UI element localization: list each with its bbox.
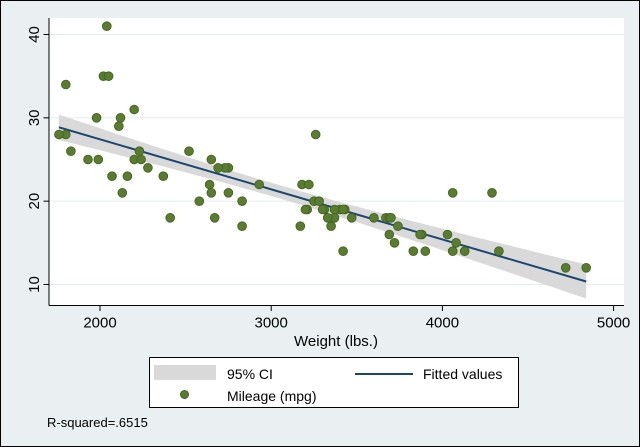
scatter-point bbox=[386, 213, 396, 223]
scatter-point bbox=[61, 79, 71, 90]
scatter-point bbox=[134, 146, 145, 157]
x-tick-label-5000: 5000 bbox=[597, 315, 630, 332]
scatter-point bbox=[494, 246, 504, 257]
scatter-point bbox=[206, 188, 217, 198]
scatter-point bbox=[129, 104, 140, 115]
scatter-point bbox=[487, 188, 497, 198]
scatter-point bbox=[447, 188, 458, 198]
legend-ci-label: 95% CI bbox=[227, 366, 273, 382]
legend-scatter-marker bbox=[180, 390, 189, 399]
scatter-point bbox=[136, 154, 146, 165]
scatter-point bbox=[317, 204, 328, 215]
scatter-point bbox=[326, 221, 336, 232]
scatter-point bbox=[254, 179, 265, 190]
scatter-point bbox=[209, 213, 220, 223]
scatter-point bbox=[143, 163, 153, 173]
legend: 95% CI Fitted values Mileage (mpg) bbox=[149, 357, 519, 408]
legend-fitted-label: Fitted values bbox=[423, 366, 503, 382]
scatter-point bbox=[310, 129, 321, 140]
scatter-point bbox=[295, 221, 306, 232]
y-tick-label-20: 20 bbox=[26, 193, 43, 210]
scatter-point bbox=[184, 146, 194, 157]
scatter-point bbox=[408, 246, 419, 257]
scatter-point bbox=[459, 246, 470, 257]
scatter-point bbox=[300, 204, 311, 215]
scatter-point bbox=[451, 238, 461, 248]
scatter-point bbox=[91, 113, 102, 123]
scatter-point bbox=[393, 221, 403, 232]
scatter-point bbox=[165, 213, 176, 223]
scatter-point bbox=[304, 179, 314, 190]
y-tick-label-30: 30 bbox=[26, 109, 43, 126]
scatter-point bbox=[346, 213, 357, 223]
scatter-point bbox=[93, 154, 104, 165]
scatter-point bbox=[102, 21, 112, 32]
scatter-point bbox=[329, 204, 340, 215]
scatter-point bbox=[223, 188, 234, 198]
scatter-point bbox=[369, 213, 379, 223]
scatter-point bbox=[322, 213, 333, 223]
r-squared-note: R-squared=.6515 bbox=[47, 415, 148, 430]
scatter-point bbox=[237, 196, 247, 207]
scatter-point bbox=[314, 196, 324, 207]
scatter-point bbox=[115, 113, 126, 123]
legend-scatter-label: Mileage (mpg) bbox=[227, 388, 317, 404]
scatter-point bbox=[560, 262, 571, 273]
x-axis-title: Weight (lbs.) bbox=[294, 333, 378, 350]
x-tick-label-3000: 3000 bbox=[255, 315, 288, 332]
scatter-point bbox=[415, 229, 425, 240]
scatter-point bbox=[107, 171, 117, 182]
scatter-point bbox=[384, 229, 395, 240]
scatter-point bbox=[447, 246, 458, 257]
scatter-point bbox=[442, 229, 453, 240]
y-tick-label-40: 40 bbox=[26, 26, 43, 43]
scatter-point bbox=[54, 129, 64, 140]
scatter-point bbox=[117, 188, 128, 198]
scatter-point bbox=[420, 246, 431, 257]
scatter-point bbox=[114, 121, 124, 131]
scatter-point bbox=[194, 196, 205, 207]
legend-fitted-line-swatch bbox=[355, 373, 413, 375]
scatter-point bbox=[204, 179, 215, 190]
scatter-point bbox=[338, 246, 348, 257]
scatter-point bbox=[338, 204, 348, 215]
scatter-point bbox=[103, 71, 114, 81]
scatter-point bbox=[213, 163, 223, 173]
x-tick-label-2000: 2000 bbox=[83, 315, 116, 332]
scatter-point bbox=[66, 146, 76, 157]
scatter-point bbox=[389, 238, 400, 248]
scatter-point bbox=[158, 171, 169, 182]
scatter-point bbox=[83, 154, 93, 165]
scatter-point bbox=[237, 221, 247, 232]
legend-ci-swatch bbox=[154, 365, 216, 380]
scatter-point bbox=[122, 171, 133, 182]
y-tick-label-10: 10 bbox=[26, 276, 43, 293]
scatter-point bbox=[206, 154, 217, 165]
x-tick-label-4000: 4000 bbox=[426, 315, 459, 332]
scatter-point bbox=[581, 262, 591, 273]
